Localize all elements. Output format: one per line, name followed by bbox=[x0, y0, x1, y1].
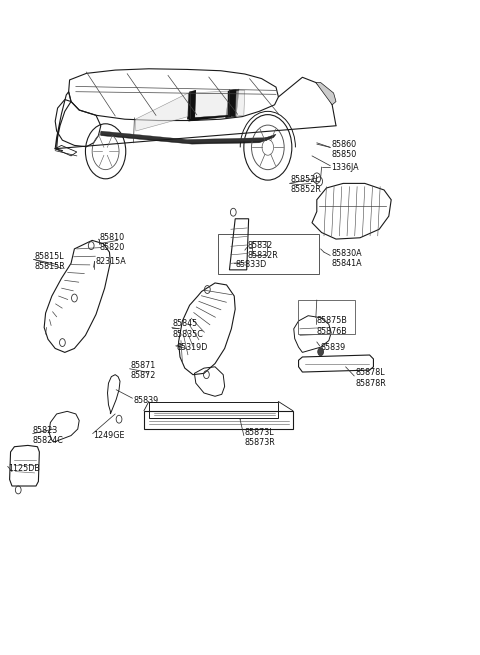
Text: 85319D: 85319D bbox=[177, 343, 208, 352]
Text: 85875B
85876B: 85875B 85876B bbox=[317, 316, 348, 336]
Text: 85839: 85839 bbox=[133, 396, 159, 405]
Polygon shape bbox=[189, 90, 196, 118]
Text: 85832
85832R: 85832 85832R bbox=[247, 240, 278, 260]
Text: 85852L
85852R: 85852L 85852R bbox=[290, 175, 321, 195]
Text: 85833D: 85833D bbox=[235, 260, 266, 269]
Polygon shape bbox=[135, 93, 188, 131]
FancyBboxPatch shape bbox=[252, 241, 267, 255]
Polygon shape bbox=[228, 89, 236, 117]
Polygon shape bbox=[189, 115, 228, 121]
Polygon shape bbox=[230, 90, 245, 117]
Polygon shape bbox=[187, 90, 196, 119]
Polygon shape bbox=[101, 132, 276, 144]
Circle shape bbox=[318, 348, 324, 356]
Polygon shape bbox=[316, 83, 336, 105]
Polygon shape bbox=[191, 91, 228, 118]
Text: 85873L
85873R: 85873L 85873R bbox=[245, 428, 276, 447]
Text: 85860
85850: 85860 85850 bbox=[331, 140, 357, 159]
Text: 85823
85824C: 85823 85824C bbox=[33, 426, 63, 445]
Polygon shape bbox=[101, 131, 270, 143]
Text: 1249GE: 1249GE bbox=[94, 431, 125, 440]
Text: 1125DB: 1125DB bbox=[9, 464, 40, 473]
Text: 85830A
85841A: 85830A 85841A bbox=[331, 249, 362, 269]
Text: 85845
85835C: 85845 85835C bbox=[173, 319, 204, 339]
Text: 1336JA: 1336JA bbox=[331, 162, 359, 172]
Text: 85810
85820: 85810 85820 bbox=[100, 233, 125, 252]
Text: 82315A: 82315A bbox=[95, 257, 126, 266]
Polygon shape bbox=[226, 89, 239, 118]
Text: 85871
85872: 85871 85872 bbox=[131, 361, 156, 381]
Text: 85839: 85839 bbox=[321, 343, 346, 352]
Text: 85878L
85878R: 85878L 85878R bbox=[355, 368, 386, 388]
Text: 85815L
85815R: 85815L 85815R bbox=[35, 252, 65, 271]
